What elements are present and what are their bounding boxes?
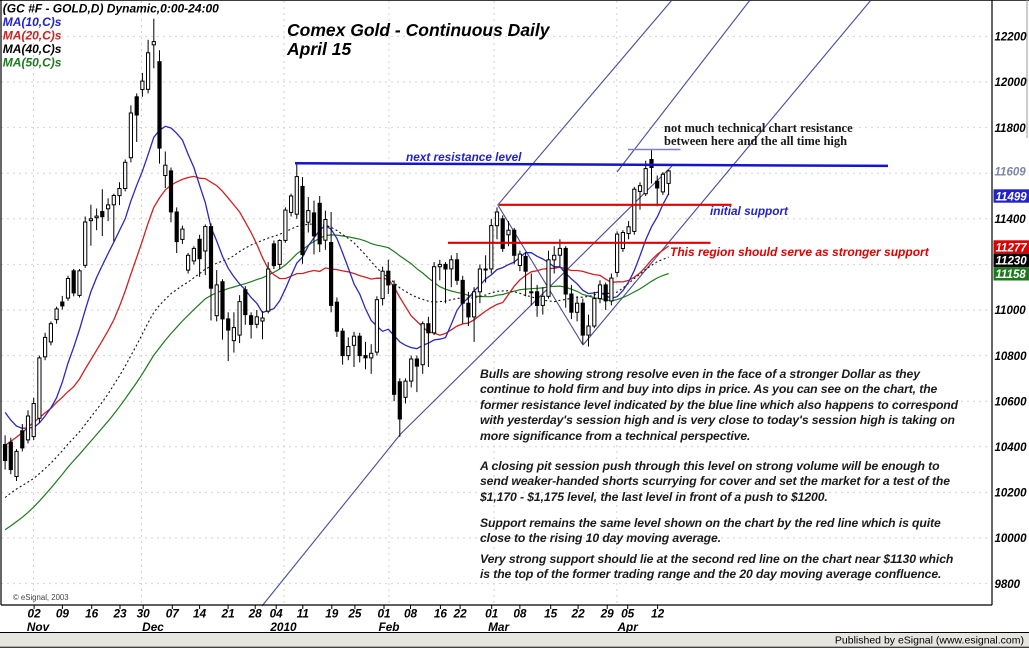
- svg-text:12: 12: [651, 607, 665, 621]
- svg-text:23: 23: [112, 607, 127, 621]
- svg-text:11499: 11499: [996, 191, 1028, 203]
- svg-text:19: 19: [325, 607, 339, 621]
- svg-text:10200: 10200: [995, 488, 1028, 500]
- svg-text:28: 28: [248, 607, 263, 621]
- svg-text:15: 15: [544, 607, 558, 621]
- svg-text:11: 11: [297, 607, 309, 621]
- svg-text:11000: 11000: [995, 305, 1027, 317]
- svg-text:12200: 12200: [995, 32, 1028, 44]
- svg-text:2010: 2010: [269, 620, 297, 634]
- svg-text:MA(10,C)s: MA(10,C)s: [3, 15, 62, 29]
- svg-text:Published by eSignal (www.esig: Published by eSignal (www.esignal.com): [835, 635, 1024, 647]
- svg-text:29: 29: [600, 607, 615, 621]
- svg-text:30: 30: [137, 607, 151, 621]
- svg-text:16: 16: [85, 607, 99, 621]
- svg-text:02: 02: [28, 607, 42, 621]
- svg-text:01: 01: [485, 607, 498, 621]
- svg-text:11277: 11277: [996, 242, 1028, 254]
- svg-text:05: 05: [621, 607, 635, 621]
- svg-text:April 15: April 15: [286, 39, 351, 59]
- svg-text:between here and the all time: between here and the all time high: [664, 134, 847, 148]
- svg-text:12000: 12000: [995, 77, 1028, 89]
- svg-text:Nov: Nov: [27, 620, 51, 634]
- svg-text:11800: 11800: [995, 123, 1027, 135]
- svg-text:This region should serve as st: This region should serve as stronger sup…: [670, 245, 930, 259]
- svg-text:11400: 11400: [995, 214, 1027, 226]
- svg-text:next resistance level: next resistance level: [406, 150, 522, 164]
- svg-text:(GC #F - GOLD,D) Dynamic,0:00-: (GC #F - GOLD,D) Dynamic,0:00-24:00: [3, 2, 219, 16]
- svg-text:Mar: Mar: [488, 620, 510, 634]
- svg-text:MA(20,C)s: MA(20,C)s: [3, 29, 62, 43]
- svg-text:10400: 10400: [995, 442, 1028, 454]
- svg-text:initial support: initial support: [710, 204, 789, 218]
- svg-text:07: 07: [166, 607, 181, 621]
- svg-text:Apr: Apr: [617, 620, 640, 634]
- svg-text:© eSignal, 2003: © eSignal, 2003: [13, 593, 69, 602]
- svg-text:11230: 11230: [996, 256, 1028, 268]
- svg-text:22: 22: [571, 607, 586, 621]
- svg-text:25: 25: [347, 607, 362, 621]
- svg-text:10800: 10800: [995, 351, 1028, 363]
- svg-text:Feb: Feb: [379, 620, 400, 634]
- svg-text:10000: 10000: [995, 533, 1028, 545]
- svg-text:04: 04: [270, 607, 284, 621]
- svg-text:21: 21: [221, 607, 235, 621]
- svg-text:01: 01: [377, 607, 390, 621]
- svg-text:Dec: Dec: [142, 620, 164, 634]
- svg-text:10600: 10600: [995, 396, 1028, 408]
- svg-text:22: 22: [453, 607, 468, 621]
- svg-text:08: 08: [404, 607, 418, 621]
- svg-text:9800: 9800: [995, 579, 1021, 591]
- svg-text:16: 16: [434, 607, 448, 621]
- svg-text:09: 09: [56, 607, 70, 621]
- svg-text:MA(50,C)s: MA(50,C)s: [3, 56, 62, 70]
- svg-text:11158: 11158: [996, 269, 1027, 281]
- svg-text:MA(40,C)s: MA(40,C)s: [3, 42, 62, 56]
- svg-text:11609: 11609: [995, 166, 1027, 178]
- svg-text:14: 14: [193, 607, 207, 621]
- svg-text:08: 08: [513, 607, 527, 621]
- svg-text:Comex Gold - Continuous Daily: Comex Gold - Continuous Daily: [287, 20, 551, 40]
- svg-text:not much technical chart resis: not much technical chart resistance: [664, 121, 853, 135]
